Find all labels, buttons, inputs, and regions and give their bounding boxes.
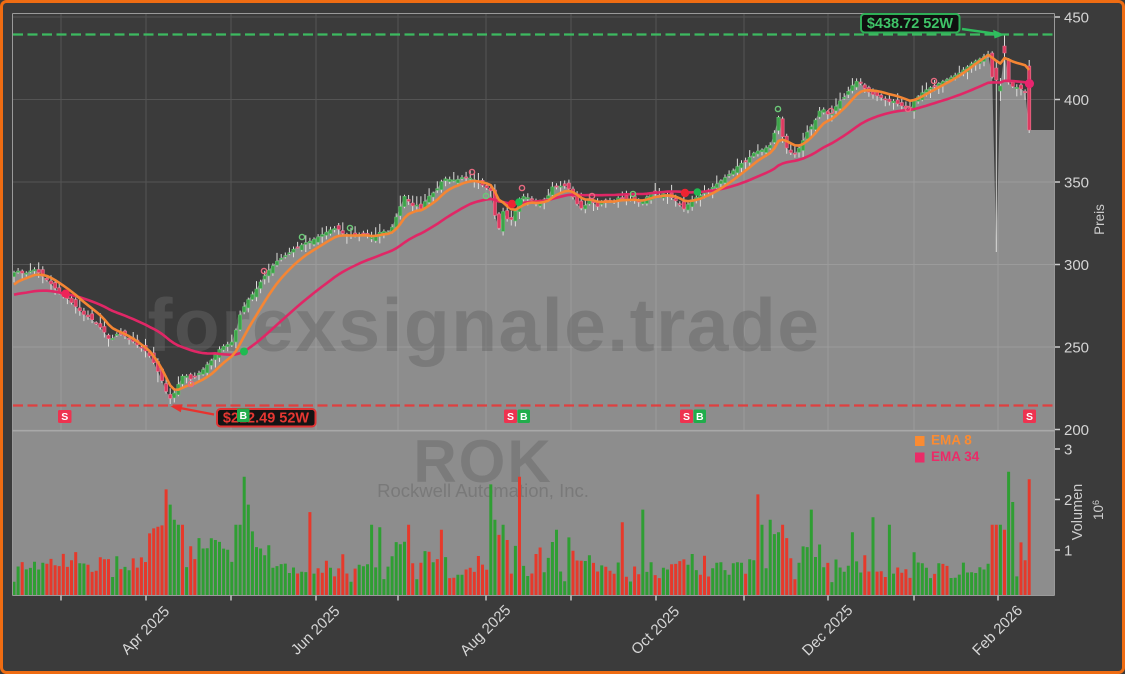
svg-text:1: 1: [1064, 543, 1072, 560]
svg-text:400: 400: [1064, 92, 1089, 109]
svg-text:S: S: [507, 411, 514, 423]
svg-text:B: B: [239, 410, 247, 422]
svg-text:106: 106: [1091, 500, 1106, 520]
svg-text:S: S: [683, 411, 690, 423]
svg-text:300: 300: [1064, 257, 1089, 274]
svg-text:B: B: [520, 411, 528, 423]
svg-text:3: 3: [1064, 442, 1072, 459]
svg-text:ROK: ROK: [413, 428, 552, 495]
svg-text:EMA 8: EMA 8: [931, 433, 972, 448]
svg-text:450: 450: [1064, 10, 1089, 27]
svg-text:Preis: Preis: [1092, 204, 1107, 235]
svg-text:Rockwell Automation, Inc.: Rockwell Automation, Inc.: [377, 480, 589, 501]
svg-text:2: 2: [1064, 492, 1072, 509]
svg-text:350: 350: [1064, 175, 1089, 192]
svg-text:S: S: [61, 411, 68, 423]
svg-text:$212.49 52W: $212.49 52W: [223, 411, 310, 427]
svg-text:Volumen: Volumen: [1070, 484, 1086, 540]
svg-text:200: 200: [1064, 422, 1089, 439]
svg-text:B: B: [696, 411, 704, 423]
svg-text:EMA 34: EMA 34: [931, 449, 980, 464]
svg-text:250: 250: [1064, 340, 1089, 357]
svg-text:forexsignale.trade: forexsignale.trade: [147, 283, 820, 367]
svg-text:$438.72 52W: $438.72 52W: [867, 16, 954, 32]
svg-text:S: S: [1026, 411, 1033, 423]
